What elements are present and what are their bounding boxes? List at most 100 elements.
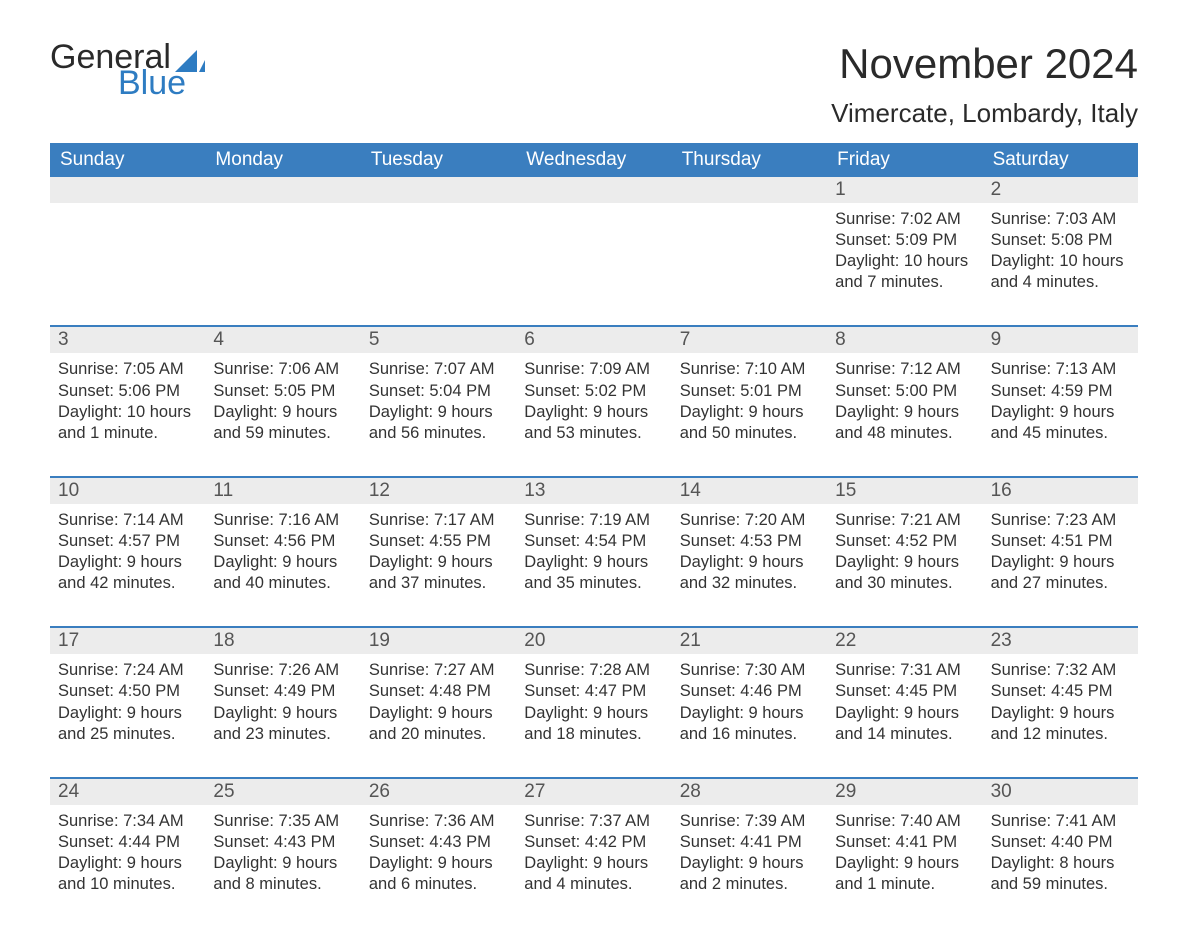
day-cell: Sunrise: 7:32 AMSunset: 4:45 PMDaylight:… <box>983 654 1138 748</box>
day-cell: Sunrise: 7:36 AMSunset: 4:43 PMDaylight:… <box>361 805 516 899</box>
daylight-line: Daylight: 9 hours and 25 minutes. <box>58 703 197 745</box>
day-cell: Sunrise: 7:13 AMSunset: 4:59 PMDaylight:… <box>983 353 1138 447</box>
day-cell: Sunrise: 7:07 AMSunset: 5:04 PMDaylight:… <box>361 353 516 447</box>
daylight-line: Daylight: 8 hours and 59 minutes. <box>991 853 1130 895</box>
day-cell: Sunrise: 7:31 AMSunset: 4:45 PMDaylight:… <box>827 654 982 748</box>
day-number: 13 <box>516 478 671 504</box>
day-cell: Sunrise: 7:17 AMSunset: 4:55 PMDaylight:… <box>361 504 516 598</box>
day-cell: Sunrise: 7:26 AMSunset: 4:49 PMDaylight:… <box>205 654 360 748</box>
sunrise-line: Sunrise: 7:32 AM <box>991 660 1130 681</box>
day-number <box>672 177 827 203</box>
day-number <box>50 177 205 203</box>
sunrise-line: Sunrise: 7:07 AM <box>369 359 508 380</box>
day-number: 22 <box>827 628 982 654</box>
day-number: 16 <box>983 478 1138 504</box>
daylight-line: Daylight: 9 hours and 35 minutes. <box>524 552 663 594</box>
day-number: 20 <box>516 628 671 654</box>
sunset-line: Sunset: 4:48 PM <box>369 681 508 702</box>
day-number-row: 3456789 <box>50 327 1138 353</box>
day-number: 3 <box>50 327 205 353</box>
dow-saturday: Saturday <box>983 143 1138 177</box>
daylight-line: Daylight: 9 hours and 20 minutes. <box>369 703 508 745</box>
day-number: 21 <box>672 628 827 654</box>
day-number: 24 <box>50 779 205 805</box>
sunset-line: Sunset: 5:00 PM <box>835 381 974 402</box>
sunrise-line: Sunrise: 7:14 AM <box>58 510 197 531</box>
day-body-row: Sunrise: 7:24 AMSunset: 4:50 PMDaylight:… <box>50 654 1138 748</box>
sunrise-line: Sunrise: 7:16 AM <box>213 510 352 531</box>
sunset-line: Sunset: 4:45 PM <box>835 681 974 702</box>
day-cell: Sunrise: 7:12 AMSunset: 5:00 PMDaylight:… <box>827 353 982 447</box>
sunset-line: Sunset: 5:01 PM <box>680 381 819 402</box>
day-number: 7 <box>672 327 827 353</box>
sunrise-line: Sunrise: 7:20 AM <box>680 510 819 531</box>
daylight-line: Daylight: 9 hours and 14 minutes. <box>835 703 974 745</box>
sunset-line: Sunset: 4:57 PM <box>58 531 197 552</box>
day-cell: Sunrise: 7:05 AMSunset: 5:06 PMDaylight:… <box>50 353 205 447</box>
sunset-line: Sunset: 4:42 PM <box>524 832 663 853</box>
day-cell: Sunrise: 7:24 AMSunset: 4:50 PMDaylight:… <box>50 654 205 748</box>
day-number: 6 <box>516 327 671 353</box>
day-number-row: 10111213141516 <box>50 478 1138 504</box>
sunrise-line: Sunrise: 7:40 AM <box>835 811 974 832</box>
daylight-line: Daylight: 9 hours and 1 minute. <box>835 853 974 895</box>
day-number: 14 <box>672 478 827 504</box>
daylight-line: Daylight: 9 hours and 4 minutes. <box>524 853 663 895</box>
day-number: 11 <box>205 478 360 504</box>
sunrise-line: Sunrise: 7:23 AM <box>991 510 1130 531</box>
day-number <box>205 177 360 203</box>
day-cell: Sunrise: 7:06 AMSunset: 5:05 PMDaylight:… <box>205 353 360 447</box>
day-number: 5 <box>361 327 516 353</box>
sunset-line: Sunset: 5:09 PM <box>835 230 974 251</box>
sunset-line: Sunset: 5:08 PM <box>991 230 1130 251</box>
day-cell <box>50 203 205 297</box>
day-number: 23 <box>983 628 1138 654</box>
sunrise-line: Sunrise: 7:19 AM <box>524 510 663 531</box>
sunrise-line: Sunrise: 7:36 AM <box>369 811 508 832</box>
day-number: 4 <box>205 327 360 353</box>
sunset-line: Sunset: 4:52 PM <box>835 531 974 552</box>
sunrise-line: Sunrise: 7:30 AM <box>680 660 819 681</box>
daylight-line: Daylight: 9 hours and 53 minutes. <box>524 402 663 444</box>
sunrise-line: Sunrise: 7:28 AM <box>524 660 663 681</box>
month-title: November 2024 <box>831 40 1138 88</box>
daylight-line: Daylight: 9 hours and 18 minutes. <box>524 703 663 745</box>
sunset-line: Sunset: 5:05 PM <box>213 381 352 402</box>
dow-wednesday: Wednesday <box>516 143 671 177</box>
week-row: 10111213141516Sunrise: 7:14 AMSunset: 4:… <box>50 476 1138 598</box>
dow-sunday: Sunday <box>50 143 205 177</box>
day-cell <box>516 203 671 297</box>
day-cell: Sunrise: 7:09 AMSunset: 5:02 PMDaylight:… <box>516 353 671 447</box>
day-number-row: 24252627282930 <box>50 779 1138 805</box>
sunrise-line: Sunrise: 7:31 AM <box>835 660 974 681</box>
daylight-line: Daylight: 9 hours and 16 minutes. <box>680 703 819 745</box>
dow-tuesday: Tuesday <box>361 143 516 177</box>
daylight-line: Daylight: 9 hours and 56 minutes. <box>369 402 508 444</box>
day-cell: Sunrise: 7:39 AMSunset: 4:41 PMDaylight:… <box>672 805 827 899</box>
day-cell <box>361 203 516 297</box>
logo: General Blue <box>50 40 205 100</box>
sunrise-line: Sunrise: 7:10 AM <box>680 359 819 380</box>
daylight-line: Daylight: 9 hours and 2 minutes. <box>680 853 819 895</box>
location: Vimercate, Lombardy, Italy <box>831 98 1138 129</box>
daylight-line: Daylight: 9 hours and 8 minutes. <box>213 853 352 895</box>
day-cell: Sunrise: 7:16 AMSunset: 4:56 PMDaylight:… <box>205 504 360 598</box>
sunrise-line: Sunrise: 7:34 AM <box>58 811 197 832</box>
day-cell: Sunrise: 7:34 AMSunset: 4:44 PMDaylight:… <box>50 805 205 899</box>
sunrise-line: Sunrise: 7:02 AM <box>835 209 974 230</box>
sunrise-line: Sunrise: 7:35 AM <box>213 811 352 832</box>
sunrise-line: Sunrise: 7:37 AM <box>524 811 663 832</box>
day-cell: Sunrise: 7:27 AMSunset: 4:48 PMDaylight:… <box>361 654 516 748</box>
daylight-line: Daylight: 10 hours and 1 minute. <box>58 402 197 444</box>
sunset-line: Sunset: 4:44 PM <box>58 832 197 853</box>
sunrise-line: Sunrise: 7:39 AM <box>680 811 819 832</box>
daylight-line: Daylight: 9 hours and 45 minutes. <box>991 402 1130 444</box>
sunrise-line: Sunrise: 7:41 AM <box>991 811 1130 832</box>
sunset-line: Sunset: 4:55 PM <box>369 531 508 552</box>
daylight-line: Daylight: 9 hours and 37 minutes. <box>369 552 508 594</box>
sunrise-line: Sunrise: 7:24 AM <box>58 660 197 681</box>
sunrise-line: Sunrise: 7:21 AM <box>835 510 974 531</box>
daylight-line: Daylight: 9 hours and 59 minutes. <box>213 402 352 444</box>
sunrise-line: Sunrise: 7:09 AM <box>524 359 663 380</box>
day-cell: Sunrise: 7:30 AMSunset: 4:46 PMDaylight:… <box>672 654 827 748</box>
